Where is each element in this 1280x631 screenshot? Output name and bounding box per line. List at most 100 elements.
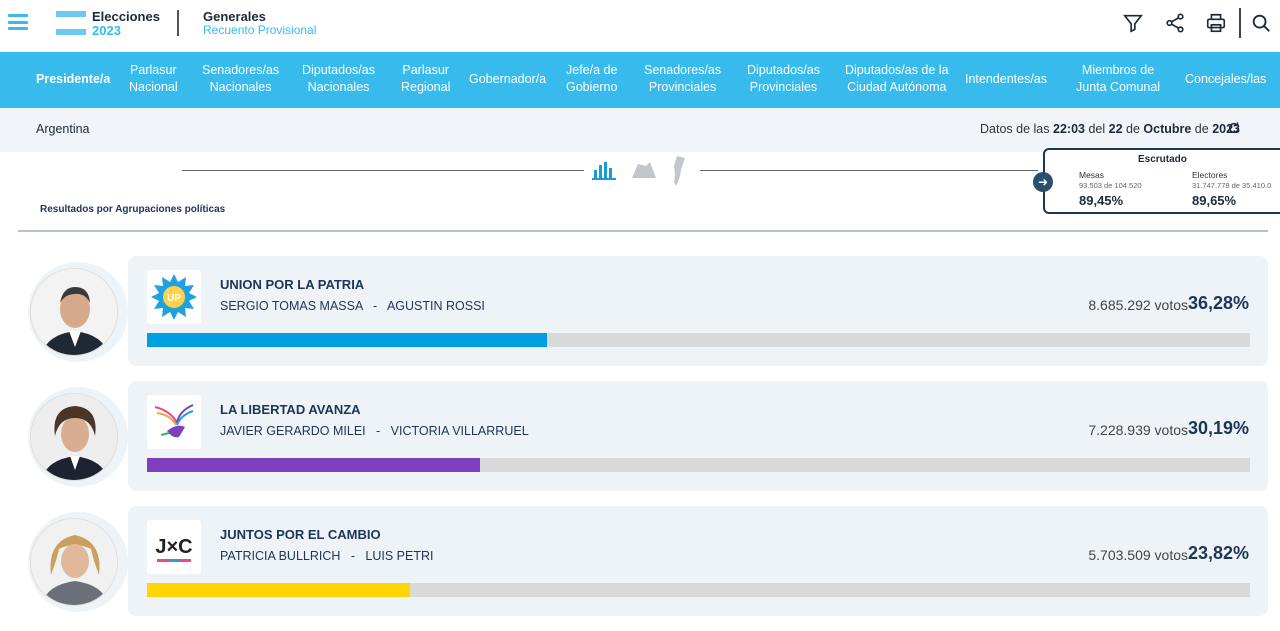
party-name: UNION POR LA PATRIA <box>220 277 365 292</box>
category-nav: Presidente/a Parlasur Nacional Senadores/… <box>0 52 1280 108</box>
search-icon[interactable] <box>1250 12 1272 34</box>
bar-chart-icon[interactable] <box>592 160 616 185</box>
tab-label: Diputados/as de la <box>845 63 949 77</box>
tab-diputados-nacionales[interactable]: Diputados/as Nacionales <box>302 62 375 96</box>
lla-logo <box>147 395 201 449</box>
brand-title: Elecciones <box>92 9 160 24</box>
filter-icon[interactable] <box>1122 12 1144 34</box>
result-card[interactable]: J×C JUNTOS POR EL CAMBIO PATRICIA BULLRI… <box>28 506 1268 616</box>
tab-senadores-provinciales[interactable]: Senadores/as Provinciales <box>644 62 721 96</box>
tab-label: Senadores/as <box>644 63 722 77</box>
results-section-label: Resultados por Agrupaciones políticas <box>40 204 226 215</box>
result-card[interactable]: LA LIBERTAD AVANZA JAVIER GERARDO MILEI … <box>28 381 1268 491</box>
progress-bar <box>147 458 1250 472</box>
toolbar-divider <box>1239 8 1241 38</box>
result-card[interactable]: UP UNION POR LA PATRIA SERGIO TOMAS MASS… <box>28 256 1268 366</box>
progress-bar <box>147 333 1250 347</box>
tab-junta-comunal[interactable]: Miembros de Junta Comunal <box>1076 62 1160 96</box>
tab-label: Provinciales <box>648 80 717 94</box>
tab-presidente[interactable]: Presidente/a <box>36 72 111 86</box>
tab-senadores-nacionales[interactable]: Senadores/as Nacionales <box>202 62 279 96</box>
votes-count: 5.703.509 votos <box>1088 547 1188 563</box>
tab-jefe-gobierno[interactable]: Jefe/a de Gobierno <box>566 62 617 96</box>
tab-label: Jefe/a de <box>566 63 618 77</box>
tab-label: Junta Comunal <box>1076 80 1161 94</box>
header-divider <box>177 10 179 36</box>
tab-label: Parlasur <box>402 63 449 77</box>
argentina-flag-logo <box>56 11 86 35</box>
tab-label: Provinciales <box>749 80 818 94</box>
brand-year: 2023 <box>92 23 121 38</box>
tab-label: Nacionales <box>209 80 272 94</box>
tab-label: Diputados/as <box>747 63 820 77</box>
election-type: Generales <box>203 9 266 24</box>
tab-concejales[interactable]: Concejales/las <box>1185 72 1267 86</box>
top-header: Elecciones 2023 Generales Recuento Provi… <box>0 0 1280 52</box>
refresh-icon[interactable] <box>1227 121 1241 135</box>
votes-count: 7.228.939 votos <box>1088 422 1188 438</box>
tab-label: Regional <box>401 80 451 94</box>
progress-fill <box>147 333 548 347</box>
location-breadcrumb[interactable]: Argentina <box>36 122 90 136</box>
card-background <box>128 506 1268 616</box>
electores-count: 31.747.778 de 35.410.0 <box>1192 181 1272 190</box>
escrutado-title: Escrutado <box>1138 154 1187 165</box>
tab-diputados-provinciales[interactable]: Diputados/as Provinciales <box>747 62 820 96</box>
jxc-logo: J×C <box>147 520 201 574</box>
tab-label: Nacionales <box>307 80 370 94</box>
svg-text:UP: UP <box>167 293 181 304</box>
tab-parlasur-nacional[interactable]: Parlasur Nacional <box>129 62 178 96</box>
share-icon[interactable] <box>1164 12 1186 34</box>
candidates-names: JAVIER GERARDO MILEI - VICTORIA VILLARRU… <box>220 424 529 438</box>
jxc-logo-text: J×C <box>155 536 192 558</box>
party-name: JUNTOS POR EL CAMBIO <box>220 527 381 542</box>
card-background <box>128 256 1268 366</box>
timestamp-month: Octubre <box>1143 122 1192 136</box>
tab-label: Nacional <box>129 80 178 94</box>
location-bar: Argentina Datos de las 22:03 del 22 de O… <box>0 108 1280 152</box>
electores-percentage: 89,65% <box>1192 193 1237 208</box>
tab-label: Senadores/as <box>202 63 280 77</box>
progress-fill <box>147 583 410 597</box>
tab-gobernador[interactable]: Gobernador/a <box>469 72 547 86</box>
mesas-label: Mesas <box>1079 170 1105 180</box>
timestamp-sep: del <box>1084 122 1109 136</box>
vote-percentage: 36,28% <box>1187 293 1249 313</box>
vote-percentage: 30,19% <box>1187 418 1249 438</box>
tab-label: Parlasur <box>130 63 177 77</box>
mesas-count: 93.503 de 104.520 <box>1079 181 1142 190</box>
electores-label: Electores <box>1192 170 1228 180</box>
map-region-icon[interactable] <box>630 160 658 185</box>
tab-label: Gobierno <box>566 80 618 94</box>
mesas-percentage: 89,45% <box>1079 193 1124 208</box>
progress-fill <box>147 458 480 472</box>
timestamp-day: 22 <box>1108 122 1123 136</box>
vote-percentage: 23,82% <box>1187 543 1249 563</box>
tab-diputados-ciudad[interactable]: Diputados/as de la Ciudad Autónoma <box>845 62 949 96</box>
data-timestamp: Datos de las 22:03 del 22 de Octubre de … <box>980 122 1240 136</box>
argentina-map-icon[interactable] <box>671 156 687 191</box>
timestamp-sep: de <box>1191 122 1213 136</box>
timestamp-sep: de <box>1122 122 1144 136</box>
menu-icon[interactable] <box>8 12 28 32</box>
timestamp-time: 22:03 <box>1053 122 1085 136</box>
arrow-right-icon[interactable]: ➜ <box>1033 172 1053 192</box>
print-icon[interactable] <box>1205 12 1227 34</box>
up-logo: UP <box>147 270 201 324</box>
candidates-names: PATRICIA BULLRICH - LUIS PETRI <box>220 549 434 563</box>
tab-intendentes[interactable]: Intendentes/as <box>965 72 1048 86</box>
votes-count: 8.685.292 votos <box>1088 297 1188 313</box>
progress-bar <box>147 583 1250 597</box>
tab-parlasur-regional[interactable]: Parlasur Regional <box>401 62 450 96</box>
tab-label: Miembros de <box>1081 63 1155 77</box>
candidate-photo <box>30 268 118 356</box>
tab-label: Ciudad Autónoma <box>847 80 947 94</box>
divider-line <box>700 170 1038 171</box>
candidate-photo <box>30 518 118 606</box>
section-divider <box>18 230 1268 232</box>
tab-label: Diputados/as <box>302 63 375 77</box>
count-type: Recuento Provisional <box>203 23 317 37</box>
party-name: LA LIBERTAD AVANZA <box>220 402 361 417</box>
divider-line <box>182 170 584 171</box>
candidates-names: SERGIO TOMAS MASSA - AGUSTIN ROSSI <box>220 299 485 313</box>
